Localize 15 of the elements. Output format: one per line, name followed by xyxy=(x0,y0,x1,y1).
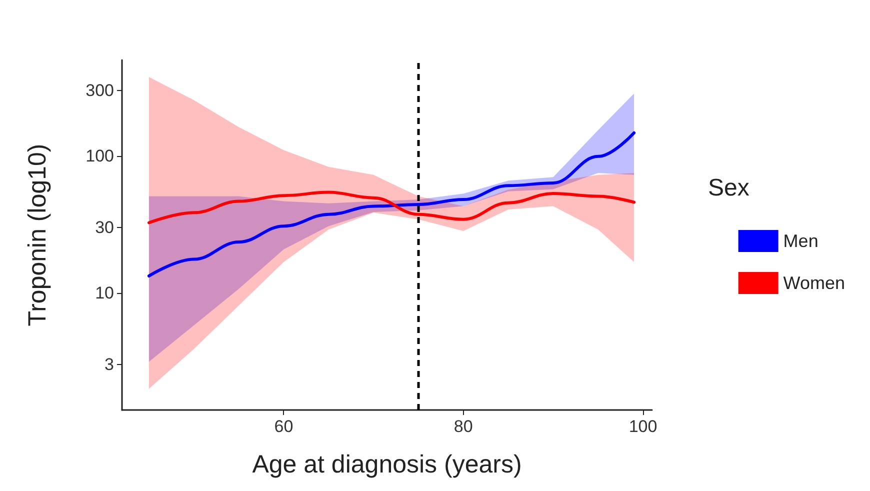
y-tick-label: 100 xyxy=(86,146,114,166)
x-tick-label: 60 xyxy=(274,417,294,436)
y-tick-label: 30 xyxy=(95,218,114,238)
y-tick-label: 3 xyxy=(104,355,114,374)
y-tick-label: 300 xyxy=(86,80,114,100)
x-tick-label: 80 xyxy=(454,417,473,436)
legend-title: Sex xyxy=(708,174,750,202)
x-axis-title: Age at diagnosis (years) xyxy=(252,450,522,478)
line-series xyxy=(147,190,636,224)
legend-label: Men xyxy=(783,231,818,251)
x-tick-label: 100 xyxy=(628,417,658,436)
legend-label: Women xyxy=(783,273,846,293)
line-series xyxy=(147,131,636,278)
y-axis-title: Troponin (log10) xyxy=(24,144,52,326)
y-tick-label: 10 xyxy=(95,283,114,302)
